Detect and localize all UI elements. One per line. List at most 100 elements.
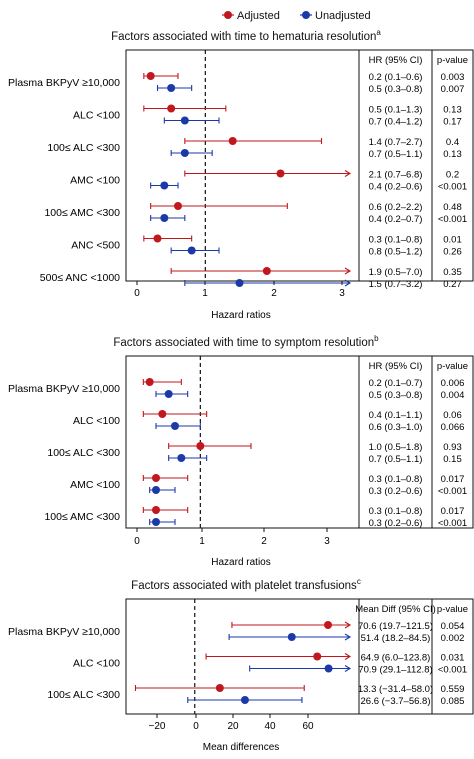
adjusted-point-estimate xyxy=(196,442,205,450)
unadjusted-pvalue-text: <0.001 xyxy=(438,518,467,529)
adjusted-pvalue-text: 0.35 xyxy=(443,267,462,278)
adjusted-estimate-text: 64.9 (6.0–123.8) xyxy=(361,653,431,664)
unadjusted-ci-arrow-right xyxy=(344,665,352,672)
adjusted-pvalue-text: 0.48 xyxy=(443,202,462,213)
unadjusted-point-estimate xyxy=(152,518,160,526)
unadjusted-point-estimate xyxy=(160,214,169,222)
x-tick-label: −20 xyxy=(149,721,166,732)
unadjusted-estimate-text: 0.3 (0.2–0.6) xyxy=(369,486,423,497)
adjusted-pvalue-text: 0.13 xyxy=(443,105,462,116)
factor-label: Plasma BKPyV ≥10,000 xyxy=(8,626,120,638)
factor-label: 100≤ AMC <300 xyxy=(44,207,120,219)
adjusted-point-estimate xyxy=(324,621,333,629)
plot-frame xyxy=(125,598,474,715)
unadjusted-pvalue-text: 0.17 xyxy=(443,117,462,128)
x-axis-label: Mean differences xyxy=(203,742,280,753)
panel-title-superscript: c xyxy=(357,577,361,586)
unadjusted-estimate-text: 0.3 (0.2–0.6) xyxy=(369,518,423,529)
x-tick-label: 2 xyxy=(271,288,277,299)
unadjusted-pvalue-text: 0.004 xyxy=(441,390,465,401)
panel-title-text: Factors associated with time to hematuri… xyxy=(111,31,376,43)
unadjusted-pvalue-text: 0.002 xyxy=(441,633,465,644)
forest-panel-3: Factors associated with platelet transfu… xyxy=(8,577,474,753)
x-tick-label: 40 xyxy=(264,721,276,732)
unadjusted-estimate-text: 1.5 (0.7–3.2) xyxy=(369,279,423,290)
adjusted-pvalue-text: 0.017 xyxy=(441,474,465,485)
unadjusted-pvalue-text: 0.085 xyxy=(441,696,465,707)
adjusted-pvalue-text: 0.06 xyxy=(443,410,462,421)
unadjusted-point-estimate xyxy=(324,664,333,673)
unadjusted-point-estimate xyxy=(171,422,179,430)
adjusted-ci-arrow-right xyxy=(344,653,352,660)
unadjusted-pvalue-text: 0.13 xyxy=(443,149,462,160)
adjusted-point-estimate xyxy=(228,137,237,145)
adjusted-estimate-text: 1.0 (0.5–1.8) xyxy=(369,442,423,453)
unadjusted-pvalue-text: 0.15 xyxy=(443,454,462,465)
factor-label: ALC <100 xyxy=(73,658,120,670)
unadjusted-pvalue-text: <0.001 xyxy=(438,182,467,193)
x-tick-label: 0 xyxy=(193,721,199,732)
unadjusted-pvalue-text: 0.27 xyxy=(443,279,462,290)
pvalue-column-header: p-value xyxy=(437,361,468,372)
x-tick-label: 1 xyxy=(199,536,205,547)
panel-title-text: Factors associated with platelet transfu… xyxy=(131,580,357,592)
adjusted-estimate-text: 1.9 (0.5–7.0) xyxy=(369,267,423,278)
factor-label: ALC <100 xyxy=(73,110,120,122)
unadjusted-point-estimate xyxy=(177,454,186,462)
adjusted-ci-arrow-right xyxy=(344,170,352,177)
adjusted-pvalue-text: 0.054 xyxy=(441,621,465,632)
forest-row: Plasma BKPyV ≥10,000 70.6 (19.7–121.5) 0.0… xyxy=(8,621,464,644)
plot-frame xyxy=(125,355,474,529)
adjusted-estimate-text: 0.3 (0.1–0.8) xyxy=(369,474,423,485)
factor-label: 100≤ ALC <300 xyxy=(47,689,120,701)
unadjusted-pvalue-text: <0.001 xyxy=(438,214,467,225)
panel-title-superscript: b xyxy=(374,334,379,343)
adjusted-point-estimate xyxy=(152,506,160,514)
adjusted-estimate-text: 0.6 (0.2–2.2) xyxy=(369,202,423,213)
forest-row: 500≤ ANC <1000 1.9 (0.5–7.0) 0.35 1.5 (0.7–… xyxy=(40,267,462,290)
forest-panel-2: Factors associated with time to symptom … xyxy=(8,334,474,568)
unadjusted-estimate-text: 0.4 (0.2–0.6) xyxy=(369,182,423,193)
adjusted-point-estimate xyxy=(167,104,176,113)
factor-label: AMC <100 xyxy=(70,175,120,187)
adjusted-point-estimate xyxy=(174,202,182,210)
x-tick-label: 3 xyxy=(324,536,330,547)
adjusted-estimate-text: 0.2 (0.1–0.6) xyxy=(369,72,423,83)
x-tick-label: 60 xyxy=(302,721,314,732)
legend-label: Adjusted xyxy=(237,10,280,22)
factor-label: 100≤ AMC <300 xyxy=(44,511,120,523)
unadjusted-point-estimate xyxy=(180,116,189,125)
adjusted-point-estimate xyxy=(215,684,224,692)
unadjusted-estimate-text: 0.7 (0.4–1.2) xyxy=(369,117,423,128)
forest-row: 100≤ ALC <300 13.3 (−31.4–58.0) 0.559 26.6 … xyxy=(47,684,464,707)
factor-label: 100≤ ALC <300 xyxy=(47,142,120,154)
adjusted-point-estimate xyxy=(276,169,285,178)
forest-row: 100≤ AMC <300 0.6 (0.2–2.2) 0.48 0.4 (0.2–0… xyxy=(44,202,467,225)
unadjusted-pvalue-text: 0.066 xyxy=(441,422,465,433)
adjusted-estimate-text: 2.1 (0.7–6.8) xyxy=(369,170,423,181)
unadjusted-estimate-text: 0.4 (0.2–0.7) xyxy=(369,214,423,225)
adjusted-estimate-text: 70.6 (19.7–121.5) xyxy=(358,621,433,632)
unadjusted-pvalue-text: <0.001 xyxy=(438,486,467,497)
estimate-column-header: HR (95% CI) xyxy=(369,55,423,66)
x-axis-label: Hazard ratios xyxy=(211,310,270,321)
adjusted-estimate-text: 0.5 (0.1–1.3) xyxy=(369,105,423,116)
unadjusted-point-estimate xyxy=(187,246,196,255)
factor-label: AMC <100 xyxy=(70,479,120,491)
forest-row: ALC <100 0.4 (0.1–1.1) 0.06 0.6 (0.3–1.0) 0.… xyxy=(73,410,464,433)
factor-label: 100≤ ALC <300 xyxy=(47,447,120,459)
legend-swatch-marker xyxy=(224,11,232,19)
adjusted-pvalue-text: 0.017 xyxy=(441,506,465,517)
unadjusted-ci-arrow-right xyxy=(344,279,352,287)
adjusted-pvalue-text: 0.006 xyxy=(441,378,465,389)
unadjusted-point-estimate xyxy=(235,279,244,287)
legend-label: Unadjusted xyxy=(315,10,371,22)
adjusted-point-estimate xyxy=(152,474,160,482)
unadjusted-point-estimate xyxy=(287,633,296,641)
forest-row: ANC <500 0.3 (0.1–0.8) 0.01 0.8 (0.5–1.2) 0.… xyxy=(71,234,462,258)
adjusted-point-estimate xyxy=(145,378,154,386)
unadjusted-estimate-text: 0.7 (0.5–1.1) xyxy=(369,149,423,160)
unadjusted-point-estimate xyxy=(180,149,189,157)
unadjusted-estimate-text: 0.8 (0.5–1.2) xyxy=(369,247,423,258)
forest-panel-1: Factors associated with time to hematuri… xyxy=(8,28,474,321)
